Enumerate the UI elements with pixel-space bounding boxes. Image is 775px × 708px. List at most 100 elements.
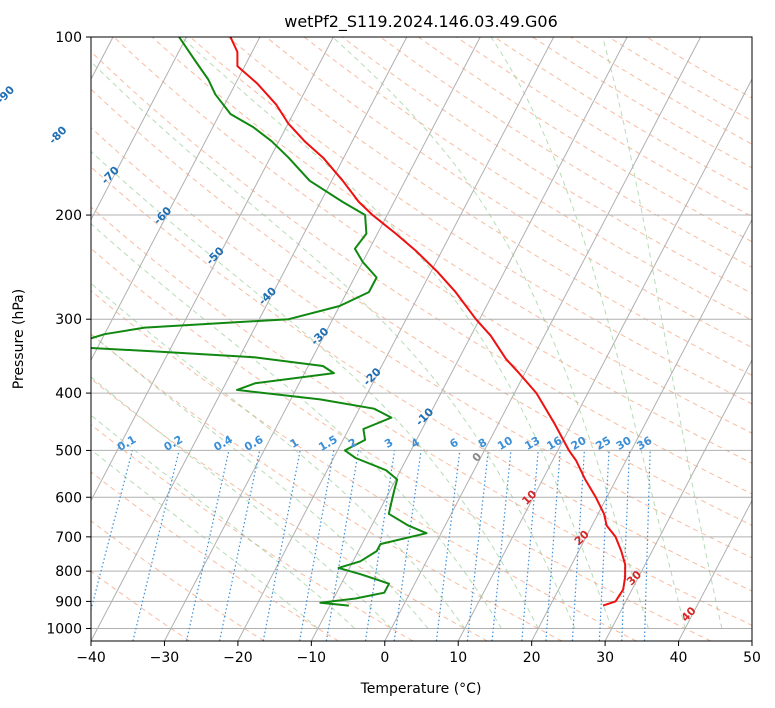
mixing-ratio-label: 8 [476,436,489,451]
dry-adiabat-line [91,88,752,527]
isotherm-line [678,499,752,641]
moist-adiabat-line [180,37,613,629]
moist-adiabat-line [91,223,502,629]
y-tick-label: 900 [55,594,82,610]
mixing-ratio-line [545,450,561,641]
dewpoint-trace [91,37,428,607]
isotherm-line [310,37,628,641]
moist-adiabat-line [91,150,539,629]
mixing-ratio-line [299,450,335,641]
mixing-ratio-line [393,450,422,641]
mixing-ratio-line [435,450,461,641]
moist-adiabat-line [602,37,723,629]
mixing-ratio-line [621,450,631,641]
isotherm-label: -90 [0,83,17,106]
isotherm-line [91,37,261,362]
moist-adiabat-line [332,37,649,629]
dry-adiabat-line [91,378,488,641]
y-tick-label: 1000 [46,621,82,637]
y-tick-label: 500 [55,443,82,459]
dry-adiabat-line [608,37,752,122]
mixing-ratio-line [643,450,651,641]
dry-adiabat-line [494,37,752,193]
dry-adiabat-line [91,206,752,626]
isotherm-line [91,37,187,221]
x-tick-label: 10 [449,650,467,666]
isotherm-line [91,37,334,502]
mixing-ratio-line [91,450,133,612]
dry-adiabat-line [265,37,752,349]
dry-adiabat-line [91,520,265,641]
dry-adiabat-line [91,166,752,592]
dry-adiabat-line [91,570,190,641]
y-tick-label: 100 [55,30,82,46]
dry-adiabat-line [91,247,712,641]
isotherm-line [384,37,702,641]
isotherm-line [604,358,752,641]
isotherm-line [91,37,408,641]
isotherm-label: 0 [470,450,485,465]
dry-adiabat-line [151,37,752,434]
y-tick-label: 400 [55,386,82,402]
mixing-ratio-label: 1 [288,436,301,451]
axes: −40 −30 −20 −10 0 10 20 30 40 5010020030040050060… [46,30,761,666]
dry-adiabat-line [646,37,752,99]
y-tick-label: 200 [55,208,82,224]
mixing-ratio-label: 4 [409,436,422,451]
isotherm-line [164,37,481,641]
dry-adiabat-line [91,289,637,641]
mixing-ratio-label: 3 [382,436,395,451]
x-axis-label: Temperature (°C) [360,681,482,697]
moist-adiabat-line [91,376,392,629]
dry-adiabat-line [380,37,752,268]
x-tick-label: 20 [523,650,541,666]
isotherm-line [751,639,752,641]
x-tick-label: −10 [297,650,327,666]
moist-adiabat-line [91,61,576,629]
dry-adiabat-line [418,37,752,243]
contour-labels: -100-90-80-70-60-50-40-30-20-10010203040… [0,83,699,624]
x-tick-label: −20 [223,650,253,666]
x-tick-label: 30 [596,650,614,666]
dry-adiabat-line [91,424,414,641]
x-tick-label: 40 [670,650,688,666]
x-tick-label: 0 [380,650,389,666]
x-tick-label: −40 [76,650,106,666]
isotherm-label: -80 [46,123,69,146]
mixing-ratio-line [218,450,261,641]
mixing-ratio-line [598,450,610,641]
y-tick-label: 300 [55,312,82,328]
mixing-ratio-line [132,450,180,641]
sounding-traces [91,37,627,607]
moist-adiabat-line [91,333,429,629]
chart-title: wetPf2_S119.2024.146.03.49.G06 [284,12,558,32]
y-tick-label: 700 [55,530,82,546]
isotherm-line [457,78,752,641]
mixing-ratio-line [262,450,301,641]
moist-adiabat-line [91,449,319,629]
dry-adiabat-line [91,126,752,559]
temperature-trace [229,37,627,607]
y-axis-label: Pressure (hPa) [11,289,27,389]
mixing-ratio-line [325,450,360,641]
dry-adiabat-line [189,37,752,405]
dry-adiabat-line [570,37,752,145]
x-tick-label: −30 [150,650,180,666]
mixing-ratio-line [185,450,230,641]
isotherm-line [531,218,752,641]
x-tick-label: 50 [743,650,761,666]
background-lines [91,37,752,641]
mixing-ratio-line [466,450,489,641]
dry-adiabat-line [341,37,752,294]
dry-adiabat-line [113,37,752,464]
isotherm-line [237,37,555,641]
dry-adiabat-line [91,471,339,641]
y-tick-label: 800 [55,564,82,580]
y-tick-label: 600 [55,490,82,506]
mixing-ratio-label: 6 [447,436,460,451]
dry-adiabat-line [91,50,752,495]
moist-adiabat-line [91,414,355,629]
dry-adiabat-line [91,333,563,641]
plot-frame [90,36,753,642]
